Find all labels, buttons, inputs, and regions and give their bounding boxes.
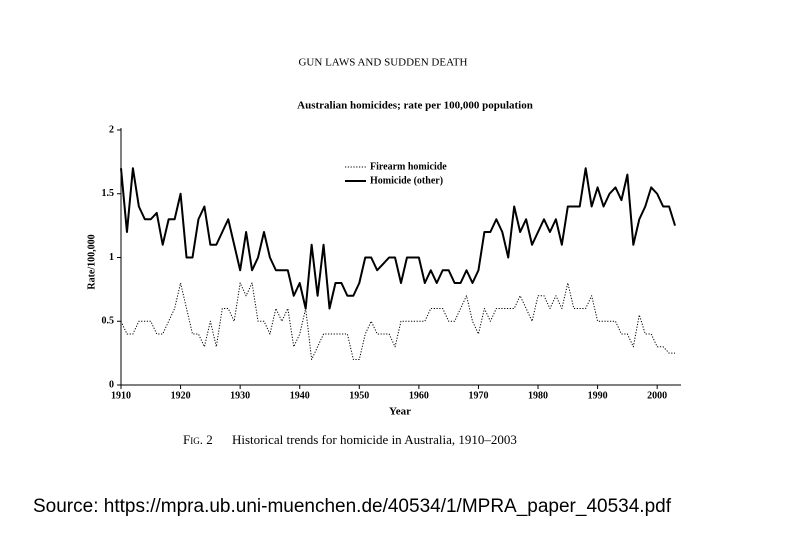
x-tick-label: 1920 (171, 390, 191, 401)
x-tick-label: 1980 (528, 390, 548, 401)
y-tick-label: 0 (109, 379, 114, 390)
running-header: GUN LAWS AND SUDDEN DEATH (298, 57, 467, 69)
x-tick-label: 1990 (588, 390, 608, 401)
x-tick-label: 1930 (230, 390, 250, 401)
legend-label: Homicide (other) (370, 175, 443, 186)
legend-label: Firearm homicide (370, 161, 447, 172)
x-tick-label: 1910 (111, 390, 131, 401)
y-tick-label: 0.5 (102, 316, 115, 327)
y-axis-label: Rate/100,000 (86, 234, 97, 289)
x-tick-label: 1950 (349, 390, 369, 401)
y-tick-label: 1 (109, 252, 114, 263)
y-tick-label: 2 (109, 124, 114, 135)
figure-caption: Historical trends for homicide in Austra… (232, 432, 517, 447)
figure-label: Fig. 2 (183, 432, 213, 447)
source-note: Source: https://mpra.ub.uni-muenchen.de/… (33, 496, 672, 517)
y-tick-label: 1.5 (102, 188, 115, 199)
x-tick-label: 1970 (468, 390, 488, 401)
x-axis-label: Year (389, 406, 411, 418)
x-tick-label: 1940 (290, 390, 310, 401)
chart-title: Australian homicides; rate per 100,000 p… (297, 100, 533, 112)
x-tick-label: 2000 (647, 390, 667, 401)
x-tick-label: 1960 (409, 390, 429, 401)
series-line (120, 282, 676, 360)
series-line (120, 167, 676, 310)
